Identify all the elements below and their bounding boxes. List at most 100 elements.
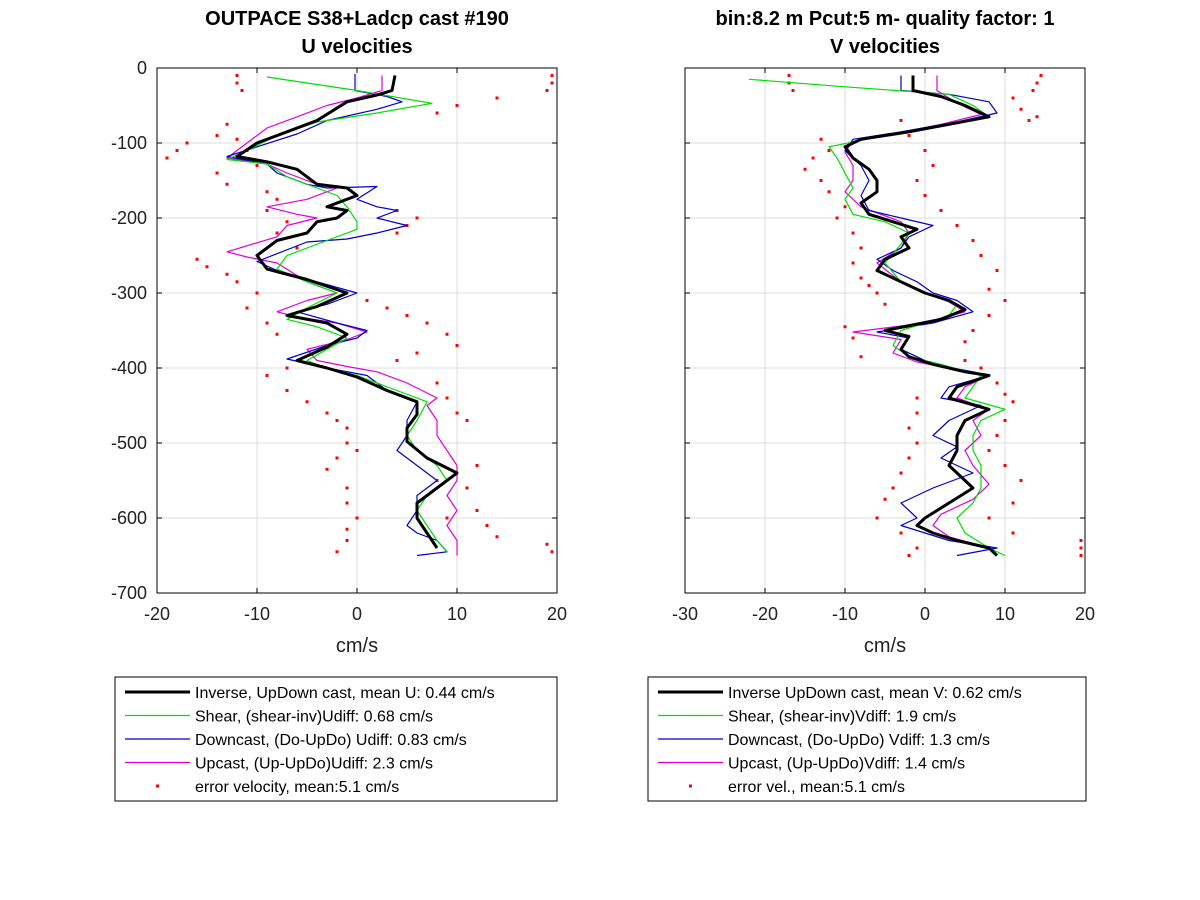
u-error-velocity-point xyxy=(345,441,349,445)
u-y-tick-label: -100 xyxy=(111,133,147,153)
u-x-tick-label: 0 xyxy=(352,604,362,624)
u-x-axis-label: cm/s xyxy=(336,635,378,657)
u-ticks: -20 -10 0 10 200-100-200-300-400-500-600-700 xyxy=(111,58,567,624)
v-error-velocity-point xyxy=(1035,81,1039,85)
v-error-velocity-point xyxy=(923,149,927,152)
u-y-tick-label: -300 xyxy=(111,283,147,303)
u-error-velocity-point xyxy=(225,272,229,276)
v-error-velocity-point xyxy=(835,216,839,220)
u-velocity-panel: OUTPACE S38+Ladcp cast #190 U velocities… xyxy=(111,8,567,802)
u-error-velocity-point xyxy=(335,419,339,422)
v-error-velocity-point xyxy=(995,434,999,437)
u-error-velocity-point xyxy=(165,156,169,160)
v-error-velocity-point xyxy=(915,179,919,182)
v-error-velocity-point xyxy=(859,246,863,250)
v-x-tick-label: 10 xyxy=(995,604,1015,624)
v-error-velocity-point xyxy=(1019,107,1023,111)
v-x-tick-label: -20 xyxy=(752,604,778,624)
u-error-velocity-point xyxy=(235,137,239,141)
v-error-velocity-point xyxy=(891,486,895,490)
u-error-velocity-point xyxy=(215,171,219,175)
u-error-velocity-point xyxy=(255,291,259,295)
v-error-velocity-point xyxy=(1079,554,1083,557)
u-error-velocity-point xyxy=(225,122,229,126)
u-panel-title: OUTPACE S38+Ladcp cast #190 xyxy=(205,8,509,30)
v-error-velocity-point xyxy=(987,449,991,452)
u-error-velocity-point xyxy=(545,89,549,92)
v-error-velocity-point xyxy=(915,396,919,400)
u-error-velocity-point xyxy=(255,164,259,167)
v-error-velocity-point xyxy=(867,284,871,287)
v-error-velocity-point xyxy=(843,325,847,329)
v-error-velocity-point xyxy=(1011,501,1015,505)
v-data-layer xyxy=(748,74,1083,557)
u-error-velocity-point xyxy=(205,265,209,269)
v-error-velocity-point xyxy=(923,194,927,197)
v-error-velocity-point xyxy=(819,179,823,182)
u-error-velocity-point xyxy=(415,351,419,355)
v-error-velocity-point xyxy=(963,340,967,344)
u-error-velocity-point xyxy=(395,231,399,235)
v-error-velocity-point xyxy=(1011,531,1015,535)
v-legend-label: error vel., mean:5.1 cm/s xyxy=(728,779,905,796)
u-y-tick-label: -600 xyxy=(111,508,147,528)
u-error-velocity-point xyxy=(355,449,359,452)
u-error-velocity-point xyxy=(550,74,554,77)
u-error-velocity-point xyxy=(325,411,329,415)
v-x-tick-label: -10 xyxy=(832,604,858,624)
v-error-velocity-point xyxy=(931,164,935,167)
v-x-tick-label: -30 xyxy=(672,604,698,624)
u-error-velocity-point xyxy=(275,197,279,201)
u-error-velocity-point xyxy=(485,524,489,527)
v-error-velocity-point xyxy=(819,137,823,141)
u-error-velocity-point xyxy=(285,366,289,370)
u-error-velocity-point xyxy=(325,467,329,471)
u-error-velocity-point xyxy=(345,501,349,505)
u-error-velocity-point xyxy=(455,104,459,107)
u-error-velocity-point xyxy=(195,257,199,261)
v-error-velocity-point xyxy=(995,381,999,385)
v-error-velocity-point xyxy=(987,287,991,291)
v-error-velocity-point xyxy=(827,190,831,194)
v-error-velocity-point xyxy=(899,471,903,475)
v-panel-subtitle: V velocities xyxy=(830,36,940,58)
v-legend-label: Shear, (shear-inv)Vdiff: 1.9 cm/s xyxy=(728,709,956,726)
u-error-velocity-point xyxy=(265,321,269,325)
v-error-velocity-point xyxy=(859,276,863,280)
u-error-velocity-point xyxy=(415,216,419,220)
u-error-velocity-point xyxy=(365,299,369,302)
v-legend-label: Downcast, (Do-UpDo) Vdiff: 1.3 cm/s xyxy=(728,732,990,749)
v-error-velocity-point xyxy=(883,302,887,306)
u-error-velocity-point xyxy=(275,332,279,336)
u-error-velocity-point xyxy=(475,464,479,467)
u-legend-label: Downcast, (Do-UpDo) Udiff: 0.83 cm/s xyxy=(195,732,467,749)
u-error-velocity-point xyxy=(185,141,189,145)
v-error-velocity-point xyxy=(899,119,903,122)
u-legend-label: Inverse, UpDown cast, mean U: 0.44 cm/s xyxy=(195,685,495,702)
u-series-line-3 xyxy=(226,75,458,556)
v-error-velocity-point xyxy=(803,167,807,171)
u-series-line-0 xyxy=(235,75,459,549)
v-error-velocity-point xyxy=(899,531,903,535)
u-error-velocity-point xyxy=(305,400,309,404)
v-error-velocity-point xyxy=(987,314,991,317)
v-error-velocity-point xyxy=(1031,89,1035,92)
u-error-velocity-point xyxy=(435,381,439,385)
v-legend: Inverse UpDown cast, mean V: 0.62 cm/s Sh… xyxy=(647,676,1087,802)
u-y-tick-label: -700 xyxy=(111,583,147,603)
v-error-velocity-point xyxy=(791,89,795,92)
v-error-velocity-point xyxy=(955,224,959,227)
u-x-tick-label: 20 xyxy=(547,604,567,624)
v-error-velocity-point xyxy=(787,74,791,77)
u-error-velocity-point xyxy=(455,344,459,347)
v-error-velocity-point xyxy=(907,134,911,137)
u-x-tick-label: -20 xyxy=(144,604,170,624)
v-error-velocity-point xyxy=(979,366,983,370)
u-error-velocity-point xyxy=(495,535,499,539)
v-error-velocity-point xyxy=(827,149,831,152)
v-error-velocity-point xyxy=(859,355,863,359)
v-error-velocity-point xyxy=(1039,74,1043,77)
u-legend-label: Upcast, (Up-UpDo)Udiff: 2.3 cm/s xyxy=(195,756,433,773)
v-ticks: -30 -20 -10 0 10 20 xyxy=(672,67,1095,624)
